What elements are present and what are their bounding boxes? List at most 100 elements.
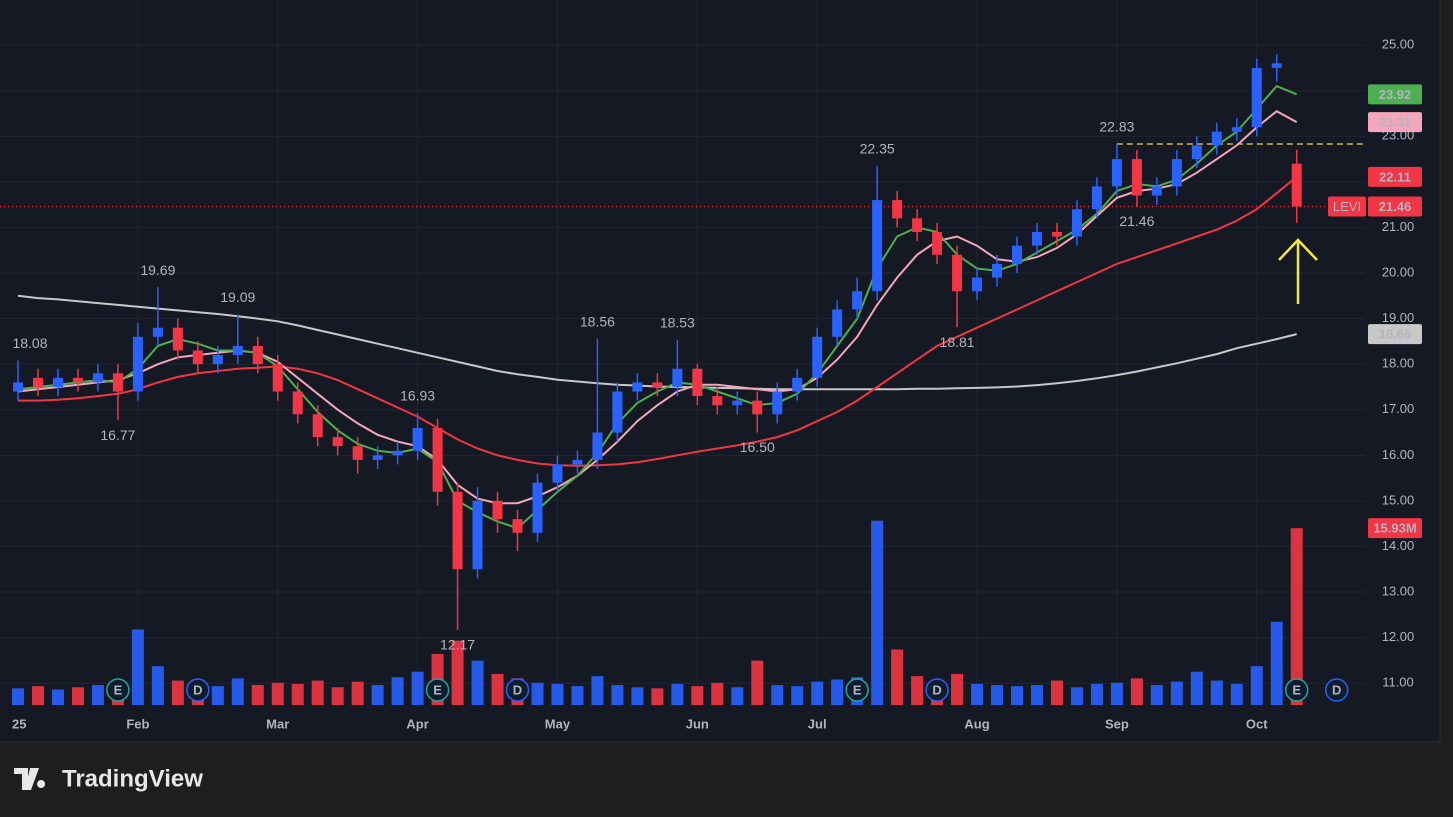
candle-body [492, 500, 503, 520]
candle-body [512, 519, 523, 533]
volume-bar [12, 688, 24, 705]
volume-bar [991, 685, 1004, 705]
event-marker [925, 678, 949, 702]
candle-body [13, 382, 23, 392]
volume-bar [1190, 671, 1203, 705]
y-tick-label: 13.00 [1382, 583, 1415, 598]
event-marker [1284, 678, 1309, 702]
volume-bar [1090, 683, 1103, 705]
watermark: TradingView [62, 765, 203, 792]
candle-body [412, 427, 423, 451]
volume-bar [231, 678, 244, 705]
event-label: D [513, 682, 522, 697]
candle-body [1231, 127, 1242, 132]
price-tag-label: 18.66 [1379, 327, 1412, 342]
candle-body [72, 377, 83, 383]
volume-bar [91, 685, 104, 705]
volume-bar [151, 666, 164, 705]
symbol-tag [1328, 196, 1366, 217]
candle-body [252, 345, 263, 365]
volume-bar [831, 679, 844, 705]
volume-bar [671, 683, 684, 705]
high-low-label: 16.93 [400, 388, 435, 404]
candle-body [392, 450, 403, 456]
y-tick-label: 19.00 [1382, 310, 1415, 325]
candle-body [1151, 186, 1162, 196]
y-tick-label: 11.00 [1382, 675, 1414, 690]
price-tag-label: 21.46 [1379, 199, 1412, 214]
candle-body [1071, 209, 1082, 237]
candle-body [972, 277, 983, 292]
event-label: D [193, 682, 202, 697]
candle-body [772, 391, 783, 415]
high-low-label: 19.09 [220, 289, 255, 305]
candle-body [272, 364, 283, 392]
volume-bar [291, 683, 304, 705]
event-label: D [932, 682, 941, 697]
y-tick-label: 21.00 [1382, 219, 1415, 234]
candle-body [1031, 231, 1042, 246]
price-tag [1368, 166, 1422, 187]
volume-bar [1070, 687, 1083, 705]
plot-background [0, 0, 1440, 742]
candle-body [952, 254, 963, 292]
high-low-label: 12.17 [440, 637, 475, 653]
event-label: E [853, 682, 862, 697]
high-low-label: 18.81 [940, 334, 975, 350]
candle-body [752, 400, 763, 415]
x-tick-label: Jun [686, 716, 709, 731]
y-tick-label: 15.00 [1382, 492, 1415, 507]
volume-bar [1170, 681, 1183, 705]
candle-body [32, 377, 43, 387]
high-low-label: 18.56 [580, 313, 615, 329]
volume-bar [531, 682, 544, 705]
candle-body [612, 391, 623, 433]
volume-bar [131, 629, 144, 705]
candle-body [152, 327, 163, 337]
x-tick-label: Sep [1105, 716, 1129, 731]
volume-bar [211, 686, 224, 705]
candle-body [1012, 245, 1022, 264]
volume-bar [711, 682, 724, 705]
logo-mark [14, 768, 46, 790]
candle-body [312, 414, 323, 438]
candle-body [1131, 159, 1142, 196]
candle-body [52, 377, 63, 387]
volume-bar [951, 673, 964, 705]
volume-bar [971, 683, 984, 705]
candle-body [1271, 63, 1282, 68]
high-low-label: 16.77 [100, 427, 135, 443]
volume-bar [871, 520, 884, 705]
volume-bar [891, 649, 904, 705]
event-marker [106, 678, 130, 702]
volume-bar [731, 687, 744, 705]
volume-bar [1011, 686, 1023, 705]
price-tag-label: 15.93M [1373, 521, 1416, 536]
volume-bar [1150, 685, 1163, 705]
candle-body [672, 368, 683, 387]
high-low-label: 18.53 [660, 315, 695, 331]
y-tick-label: 16.00 [1382, 447, 1415, 462]
plot: 18.08 16.77 19.69 19.09 16.93 12.17 18.56 18.53… [0, 54, 1365, 705]
volume-bar [351, 681, 364, 705]
volume-bar [651, 688, 664, 705]
candle-body [652, 382, 663, 387]
candle-body [1051, 231, 1062, 237]
x-tick-label: Aug [964, 716, 989, 731]
price-tag-label: 23.92 [1379, 87, 1412, 102]
volume-bar [391, 677, 404, 705]
volume-bar [271, 682, 284, 705]
price-tag-label: 22.11 [1379, 169, 1411, 184]
candle-body [352, 446, 363, 460]
price-tag [1368, 84, 1422, 105]
y-tick-label: 18.00 [1382, 356, 1415, 371]
x-tick-label: Jul [808, 716, 827, 731]
price-tag [1368, 112, 1422, 133]
moving-average-line [18, 176, 1298, 467]
candle-body [192, 350, 203, 365]
volume-bar [311, 680, 324, 705]
volume-bar [1030, 685, 1043, 705]
candle-body [1251, 67, 1262, 128]
candle-body [1211, 131, 1222, 146]
